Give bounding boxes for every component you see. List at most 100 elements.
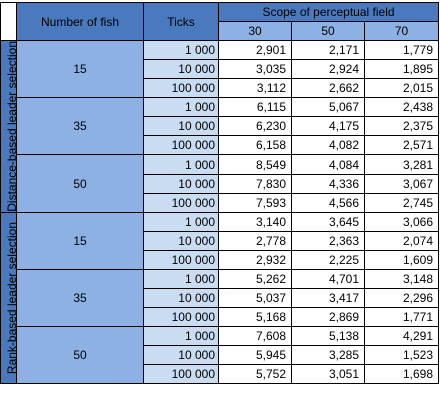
header-row-top: Number of fish Ticks Scope of perceptual… — [0, 2, 440, 41]
ticks-header: Ticks — [143, 2, 219, 41]
value-cell: 2,662 — [291, 78, 365, 98]
ticks-cell: 10 000 — [143, 59, 219, 79]
fish-count-cell: 50 — [16, 154, 144, 213]
header-row-sub: 30 50 70 — [1, 21, 440, 41]
value-cell: 6,115 — [218, 96, 292, 118]
fish-count-cell: 15 — [16, 40, 144, 98]
table-row: 10 000 3,035 2,924 1,895 — [1, 59, 440, 79]
value-cell: 3,112 — [218, 78, 292, 98]
ticks-cell: 100 000 — [143, 363, 219, 384]
value-cell: 3,067 — [363, 173, 440, 194]
value-cell: 4,336 — [291, 173, 365, 194]
table-body: Number of fish Ticks Scope of perceptual… — [0, 2, 440, 384]
table-row: 10 000 5,037 3,417 2,296 — [1, 287, 440, 308]
value-cell: 8,549 — [218, 154, 292, 175]
table-row: 100 000 5,168 2,869 1,771 — [1, 306, 440, 327]
ticks-cell: 10 000 — [143, 173, 219, 194]
fish-count-cell: 35 — [16, 96, 144, 156]
corner-cell — [0, 2, 17, 41]
value-cell: 2,571 — [363, 135, 440, 156]
value-cell: 2,375 — [363, 116, 440, 137]
value-cell: 3,148 — [363, 268, 440, 289]
ticks-cell: 1 000 — [143, 96, 219, 118]
table-row: 10 000 2,778 2,363 2,074 — [1, 230, 440, 251]
value-cell: 3,417 — [291, 287, 365, 308]
table-row: Rank-based leader selection 15 1 000 3,140 3… — [0, 211, 440, 384]
value-cell: 1,698 — [363, 363, 440, 384]
ticks-cell: 1 000 — [143, 325, 219, 346]
value-cell: 3,285 — [291, 344, 365, 365]
value-cell: 4,084 — [291, 154, 365, 175]
value-cell: 2,296 — [363, 287, 440, 308]
value-cell: 4,566 — [291, 192, 365, 213]
value-cell: 3,645 — [291, 211, 365, 232]
table-row: 100 000 7,593 4,566 2,745 — [1, 192, 440, 213]
value-cell: 2,745 — [363, 192, 440, 213]
value-cell: 7,608 — [218, 325, 292, 346]
table-row: 10 000 7,830 4,336 3,067 — [1, 173, 440, 194]
value-cell: 7,593 — [218, 192, 292, 213]
ticks-cell: 100 000 — [143, 249, 219, 270]
scope-col-70: 70 — [363, 21, 440, 41]
table-row: 50 1 000 8,549 4,084 3,281 — [1, 154, 440, 213]
value-cell: 7,830 — [218, 173, 292, 194]
scope-col-30: 30 — [218, 21, 292, 41]
value-cell: 4,175 — [291, 116, 365, 137]
value-cell: 5,138 — [291, 325, 365, 346]
value-cell: 1,779 — [363, 40, 440, 60]
value-cell: 3,051 — [291, 363, 365, 384]
fish-count-cell: 35 — [16, 268, 144, 327]
value-cell: 2,225 — [291, 249, 365, 270]
table-row: 100 000 2,932 2,225 1,609 — [1, 249, 440, 270]
table-row: 100 000 5,752 3,051 1,698 — [1, 363, 440, 384]
value-cell: 1,771 — [363, 306, 440, 327]
value-cell: 1,609 — [363, 249, 440, 270]
scope-header: Scope of perceptual field — [217, 2, 440, 22]
table-row: 50 1 000 7,608 5,138 4,291 — [1, 325, 440, 384]
value-cell: 4,291 — [363, 325, 440, 346]
value-cell: 1,523 — [363, 344, 440, 365]
ticks-cell: 1 000 — [143, 211, 219, 232]
value-cell: 2,074 — [363, 230, 440, 251]
value-cell: 2,869 — [291, 306, 365, 327]
ticks-cell: 100 000 — [143, 78, 219, 98]
ticks-cell: 100 000 — [143, 306, 219, 327]
value-cell: 6,158 — [218, 135, 292, 156]
value-cell: 5,752 — [218, 363, 292, 384]
value-cell: 3,066 — [363, 211, 440, 232]
value-cell: 5,168 — [218, 306, 292, 327]
ticks-cell: 10 000 — [143, 116, 219, 137]
ticks-cell: 1 000 — [143, 40, 219, 60]
table-row: 100 000 6,158 4,082 2,571 — [1, 135, 440, 156]
ticks-cell: 10 000 — [143, 287, 219, 308]
group-label-cell: Rank-based leader selection — [0, 211, 17, 384]
table-row: 10 000 6,230 4,175 2,375 — [1, 116, 440, 137]
value-cell: 1,895 — [363, 59, 440, 79]
ticks-cell: 1 000 — [143, 154, 219, 175]
value-cell: 4,701 — [291, 268, 365, 289]
value-cell: 5,945 — [218, 344, 292, 365]
value-cell: 2,438 — [363, 96, 440, 118]
table-row: Distance-based leader selection 15 1 000 2,… — [0, 40, 440, 213]
value-cell: 3,140 — [218, 211, 292, 232]
ticks-cell: 100 000 — [143, 135, 219, 156]
value-cell: 2,901 — [218, 40, 292, 60]
value-cell: 4,082 — [291, 135, 365, 156]
value-cell: 2,932 — [218, 249, 292, 270]
value-cell: 2,924 — [291, 59, 365, 79]
ticks-cell: 100 000 — [143, 192, 219, 213]
scope-col-50: 50 — [291, 21, 365, 41]
table-row: 35 1 000 6,115 5,067 2,438 — [1, 96, 440, 156]
value-cell: 3,281 — [363, 154, 440, 175]
group-label: Rank-based leader selection — [5, 221, 17, 374]
table-row: 35 1 000 5,262 4,701 3,148 — [1, 268, 440, 327]
group-label: Distance-based leader selection — [5, 41, 17, 212]
value-cell: 2,778 — [218, 230, 292, 251]
value-cell: 6,230 — [218, 116, 292, 137]
ticks-cell: 10 000 — [143, 344, 219, 365]
fish-count-cell: 15 — [16, 211, 144, 270]
value-cell: 5,262 — [218, 268, 292, 289]
group-label-cell: Distance-based leader selection — [0, 40, 17, 213]
value-cell: 2,171 — [291, 40, 365, 60]
results-table: Number of fish Ticks Scope of perceptual… — [0, 2, 440, 384]
